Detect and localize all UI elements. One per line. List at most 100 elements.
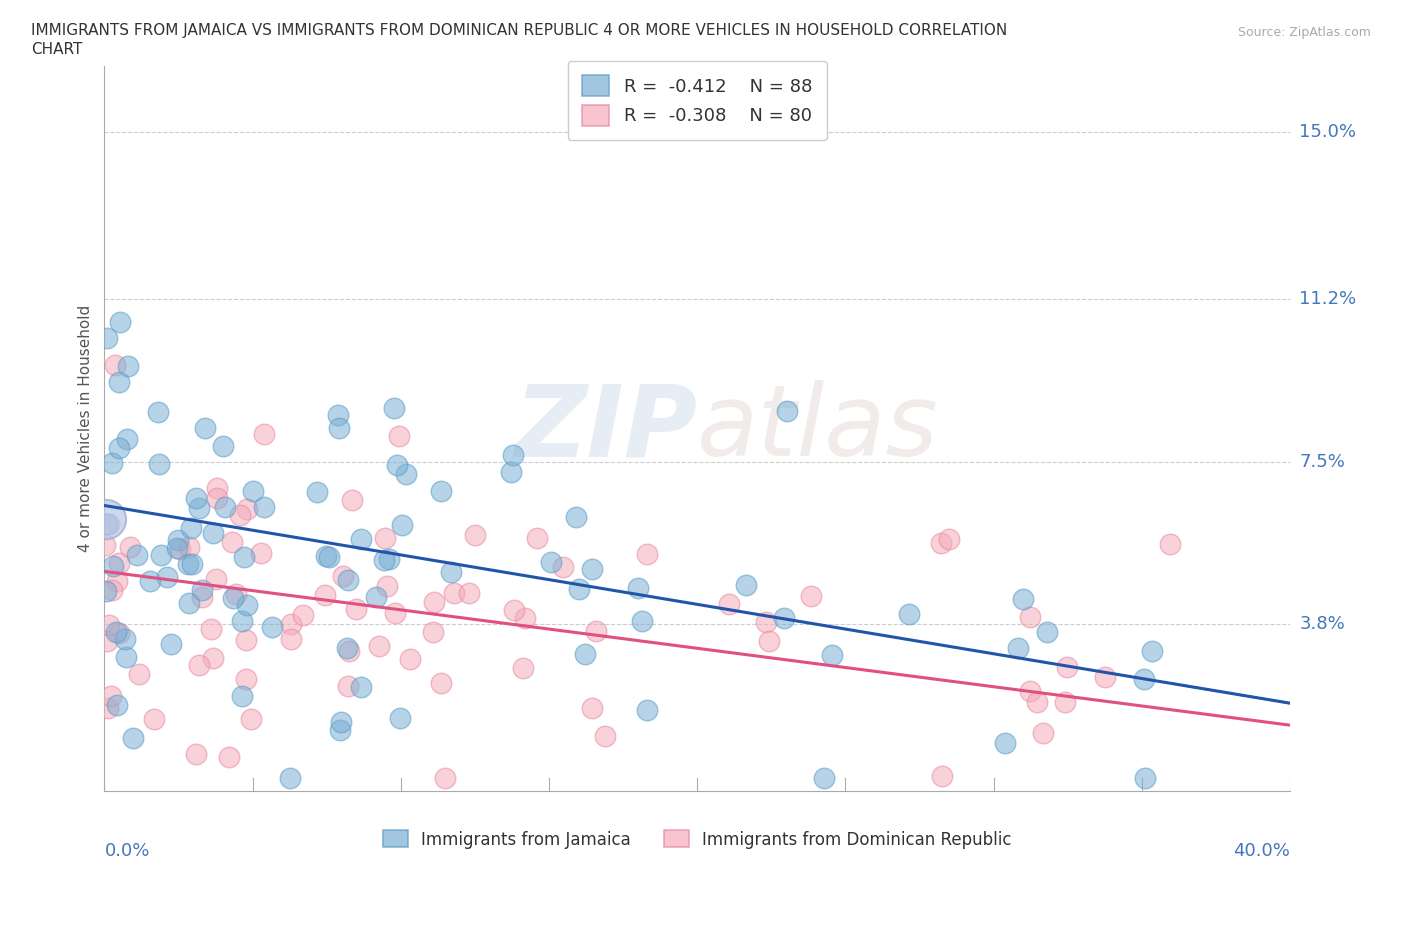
Point — [631, 614, 654, 629]
Point — [235, 598, 257, 613]
Point — [231, 614, 253, 629]
Point — [292, 608, 315, 623]
Point — [1094, 670, 1116, 684]
Point — [1025, 695, 1047, 710]
Point — [938, 531, 960, 546]
Point — [1054, 695, 1077, 710]
Point — [117, 359, 139, 374]
Point — [318, 550, 340, 565]
Point — [150, 548, 173, 563]
Point — [581, 562, 603, 577]
Point — [105, 698, 128, 712]
Point — [773, 610, 796, 625]
Point — [526, 531, 548, 546]
Point — [108, 441, 131, 456]
Point — [108, 625, 131, 640]
Point — [191, 590, 214, 604]
Point — [104, 625, 127, 640]
Point — [188, 658, 211, 672]
Point — [249, 545, 271, 560]
Point — [191, 582, 214, 597]
Text: Source: ZipAtlas.com: Source: ZipAtlas.com — [1237, 26, 1371, 39]
Point — [391, 518, 413, 533]
Point — [373, 552, 395, 567]
Point — [207, 491, 229, 506]
Point — [114, 649, 136, 664]
Text: IMMIGRANTS FROM JAMAICA VS IMMIGRANTS FROM DOMINICAN REPUBLIC 4 OR MORE VEHICLES: IMMIGRANTS FROM JAMAICA VS IMMIGRANTS FR… — [31, 23, 1007, 38]
Point — [337, 644, 360, 658]
Point — [399, 651, 422, 666]
Point — [194, 420, 217, 435]
Point — [330, 714, 353, 729]
Point — [179, 540, 201, 555]
Point — [100, 582, 122, 597]
Point — [368, 638, 391, 653]
Point — [502, 603, 524, 618]
Point — [260, 619, 283, 634]
Point — [218, 750, 240, 764]
Point — [440, 565, 463, 579]
Point — [225, 587, 247, 602]
Point — [202, 650, 225, 665]
Point — [100, 688, 122, 703]
Point — [429, 675, 451, 690]
Point — [364, 590, 387, 604]
Point — [167, 532, 190, 547]
Point — [169, 541, 191, 556]
Point — [1142, 643, 1164, 658]
Point — [1007, 640, 1029, 655]
Point — [236, 502, 259, 517]
Point — [96, 633, 118, 648]
Point — [188, 500, 211, 515]
Point — [242, 484, 264, 498]
Point — [205, 571, 228, 586]
Point — [593, 729, 616, 744]
Point — [180, 521, 202, 536]
Point — [384, 605, 406, 620]
Point — [1032, 725, 1054, 740]
Point — [184, 747, 207, 762]
Point — [581, 700, 603, 715]
Point — [214, 499, 236, 514]
Point — [125, 548, 148, 563]
Point — [464, 527, 486, 542]
Point — [235, 633, 257, 648]
Point — [231, 689, 253, 704]
Point — [1159, 537, 1181, 551]
Point — [108, 375, 131, 390]
Point — [328, 420, 350, 435]
Legend: Immigrants from Jamaica, Immigrants from Dominican Republic: Immigrants from Jamaica, Immigrants from… — [375, 824, 1018, 856]
Point — [1135, 770, 1157, 785]
Point — [387, 428, 409, 443]
Point — [574, 646, 596, 661]
Point — [108, 555, 131, 570]
Point — [252, 427, 274, 442]
Point — [799, 589, 821, 604]
Text: CHART: CHART — [31, 42, 83, 57]
Point — [202, 525, 225, 540]
Point — [94, 512, 117, 526]
Point — [931, 768, 953, 783]
Point — [117, 432, 139, 446]
Point — [1035, 625, 1057, 640]
Point — [388, 711, 411, 725]
Point — [443, 585, 465, 600]
Point — [143, 711, 166, 726]
Point — [929, 536, 952, 551]
Point — [156, 569, 179, 584]
Point — [636, 546, 658, 561]
Point — [1133, 671, 1156, 686]
Point — [585, 624, 607, 639]
Point — [315, 549, 337, 564]
Point — [1019, 684, 1042, 698]
Point — [278, 770, 301, 785]
Point — [181, 556, 204, 571]
Point — [101, 456, 124, 471]
Text: atlas: atlas — [697, 380, 939, 477]
Point — [280, 617, 302, 631]
Point — [314, 588, 336, 603]
Point — [332, 568, 354, 583]
Point — [378, 552, 401, 567]
Point — [429, 484, 451, 498]
Point — [568, 582, 591, 597]
